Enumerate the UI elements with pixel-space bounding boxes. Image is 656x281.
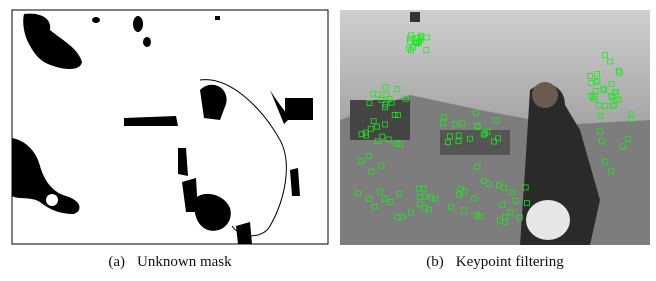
subfigure-label: (a)	[108, 254, 125, 270]
caption-a: (a) Unknown mask	[108, 254, 232, 270]
caption-b: (b) Keypoint filtering	[426, 254, 564, 270]
subfigure-caption: Keypoint filtering	[456, 254, 564, 270]
keypoint-image	[340, 10, 650, 245]
subfigure-caption: Unknown mask	[137, 254, 232, 270]
page: (a)Unknown mask (b)Keypoint filtering ((…	[0, 0, 656, 281]
mask-image	[12, 10, 328, 244]
subfigure-label: (b)	[426, 254, 444, 270]
figure: (a) Unknown mask (b) Keypoint filtering	[0, 0, 656, 281]
